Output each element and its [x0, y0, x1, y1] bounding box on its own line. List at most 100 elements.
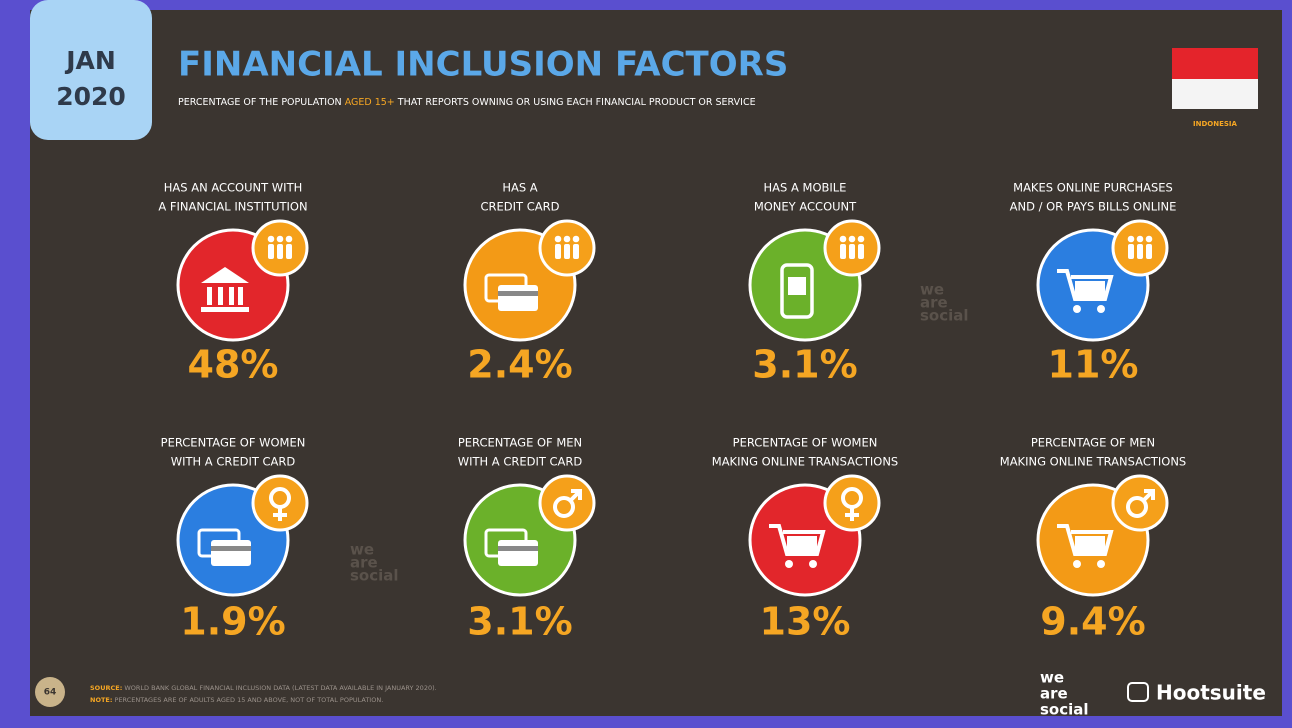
badge-icon — [277, 244, 283, 259]
icon — [769, 524, 826, 556]
icon — [785, 560, 793, 568]
factor-label: PERCENTAGE OF WOMEN — [733, 436, 878, 450]
icon — [498, 540, 538, 566]
icon — [1073, 560, 1081, 568]
factor-value: 11% — [1048, 343, 1139, 387]
icon — [1075, 536, 1105, 552]
icon — [1057, 269, 1114, 301]
factor-value: 13% — [760, 600, 851, 644]
badge-icon — [572, 235, 580, 243]
icon — [498, 546, 538, 551]
logo-line: we — [1040, 669, 1064, 687]
factor-value: 9.4% — [1040, 600, 1145, 644]
subtitle-part: THAT REPORTS OWNING OR USING EACH FINANC… — [395, 97, 756, 108]
source: SOURCE: WORLD BANK GLOBAL FINANCIAL INCL… — [90, 684, 437, 692]
icon — [211, 546, 251, 551]
factor-card: PERCENTAGE OF MEN WITH A CREDIT CARD 3.1% — [458, 436, 596, 644]
factor-label: A FINANCIAL INSTITUTION — [158, 200, 307, 214]
slide-background — [30, 10, 1282, 716]
badge-icon — [1142, 489, 1155, 502]
badge-icon — [554, 235, 562, 243]
icon — [809, 560, 817, 568]
factor-label: PERCENTAGE OF MEN — [1031, 436, 1155, 450]
page-number-badge — [35, 677, 65, 707]
icon — [211, 540, 251, 566]
subtitle: PERCENTAGE OF THE POPULATION AGED 15+ TH… — [178, 97, 756, 108]
icon — [498, 285, 538, 311]
flag-red — [1172, 48, 1258, 79]
watermark-line: social — [920, 307, 969, 325]
flag-white — [1172, 79, 1258, 109]
icon — [201, 267, 249, 283]
hootsuite-logo: Hootsuite — [1156, 681, 1266, 705]
badge-icon — [276, 235, 284, 243]
badge-icon — [857, 235, 865, 243]
icon — [787, 536, 817, 552]
badge-icon — [1127, 235, 1135, 243]
factor-card: HAS A CREDIT CARD 2.4% — [463, 181, 596, 387]
we-are-social-logo: we are social — [1040, 669, 1089, 719]
badge-icon — [1126, 496, 1148, 518]
factor-label: HAS A MOBILE — [764, 181, 847, 195]
badge-icon — [848, 235, 856, 243]
icon — [1057, 524, 1114, 556]
factor-value: 3.1% — [467, 600, 572, 644]
icon — [1075, 281, 1105, 297]
factor-label: MAKING ONLINE TRANSACTIONS — [1000, 455, 1186, 469]
badge-icon — [849, 244, 855, 259]
page-number: 64 — [44, 688, 57, 698]
logo-line: social — [1040, 701, 1089, 719]
factor-label: MAKES ONLINE PURCHASES — [1013, 181, 1173, 195]
badge-icon — [840, 244, 846, 259]
subtitle-part: PERCENTAGE OF THE POPULATION — [178, 97, 345, 108]
watermark-line: we — [920, 281, 944, 299]
factor-card: PERCENTAGE OF MEN MAKING ONLINE TRANSACTI… — [1000, 436, 1186, 644]
icon — [1097, 560, 1105, 568]
badge — [1111, 474, 1169, 532]
badge-icon — [839, 235, 847, 243]
factor-value: 2.4% — [467, 343, 572, 387]
badge-year: 2020 — [56, 82, 126, 111]
badge-icon — [1128, 244, 1134, 259]
badge-icon — [273, 507, 287, 521]
note-label: NOTE: — [90, 696, 112, 704]
factor-card: HAS AN ACCOUNT WITH A FINANCIAL INSTITUTI… — [158, 181, 309, 387]
country: INDONESIA — [1193, 120, 1238, 128]
badge-icon — [1136, 235, 1144, 243]
badge-icon — [564, 244, 570, 259]
icon — [207, 287, 212, 305]
badge-icon — [845, 507, 859, 521]
icon — [780, 263, 814, 319]
badge — [538, 474, 596, 532]
factor-label: WITH A CREDIT CARD — [458, 455, 583, 469]
source-text: WORLD BANK GLOBAL FINANCIAL INCLUSION DA… — [122, 684, 436, 692]
badge-icon — [569, 489, 582, 502]
badge-icon — [268, 244, 274, 259]
badge-icon — [858, 244, 864, 259]
watermark-line: are — [920, 294, 948, 312]
badge-icon — [573, 244, 579, 259]
badge-icon — [267, 235, 275, 243]
note-text: PERCENTAGES ARE OF ADULTS AGED 15 AND AB… — [112, 696, 383, 704]
badge-icon — [286, 244, 292, 259]
badge-icon — [285, 235, 293, 243]
hootsuite-owl — [1127, 682, 1149, 702]
watermark-line: are — [350, 554, 378, 572]
source-label: SOURCE: — [90, 684, 122, 692]
icon — [201, 307, 249, 312]
badge-icon — [553, 496, 575, 518]
factor-value: 48% — [188, 343, 279, 387]
icon — [788, 277, 806, 295]
badge — [823, 474, 881, 532]
factor-card: MAKES ONLINE PURCHASES AND / OR PAYS BILL… — [1010, 181, 1177, 387]
factor-label: WITH A CREDIT CARD — [171, 455, 296, 469]
badge-icon — [555, 244, 561, 259]
title: FINANCIAL INCLUSION FACTORS — [178, 45, 788, 85]
factor-label: HAS AN ACCOUNT WITH — [164, 181, 303, 195]
factor-label: MONEY ACCOUNT — [754, 200, 857, 214]
factor-label: AND / OR PAYS BILLS ONLINE — [1010, 200, 1177, 214]
factor-label: CREDIT CARD — [481, 200, 560, 214]
